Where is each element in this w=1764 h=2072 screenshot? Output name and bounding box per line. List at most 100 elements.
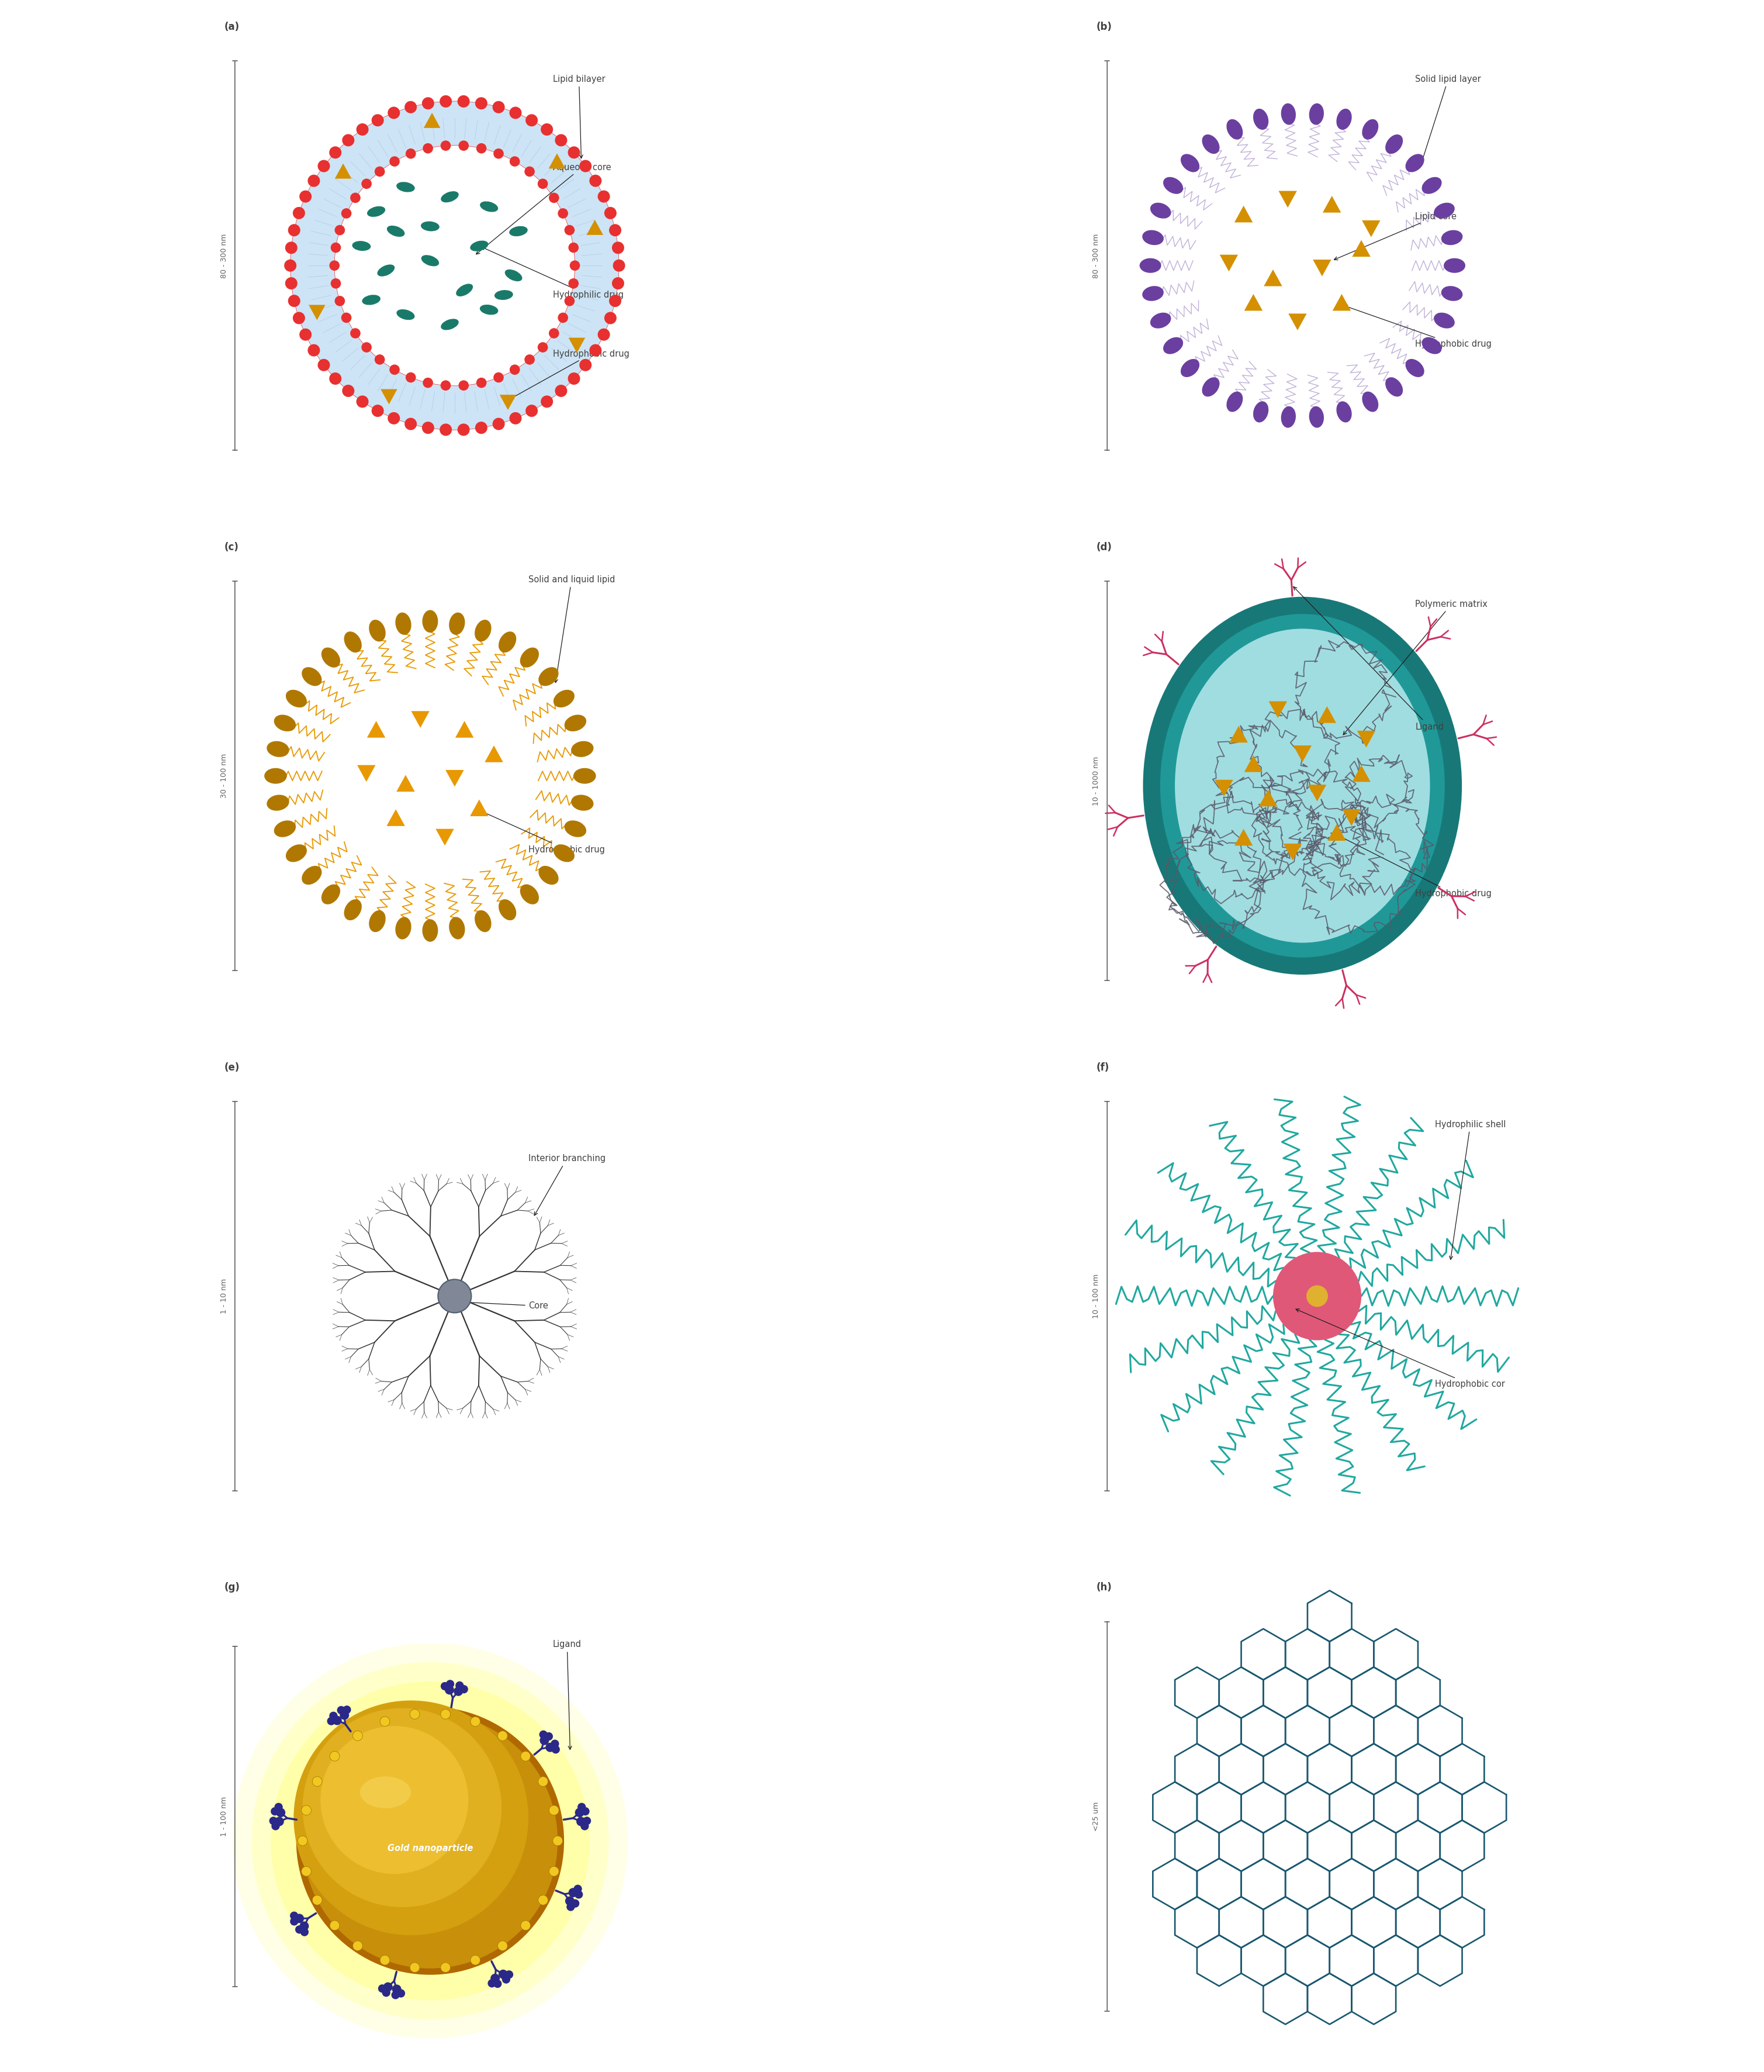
Ellipse shape: [499, 899, 517, 920]
Polygon shape: [1235, 205, 1252, 222]
Ellipse shape: [441, 319, 459, 329]
Ellipse shape: [1281, 406, 1297, 427]
Circle shape: [497, 1730, 508, 1740]
Ellipse shape: [1443, 259, 1466, 274]
Ellipse shape: [1201, 135, 1219, 153]
Circle shape: [289, 1912, 298, 1921]
Ellipse shape: [538, 866, 559, 885]
Circle shape: [589, 344, 602, 356]
Text: Hydrophobic drug: Hydrophobic drug: [510, 350, 630, 400]
Circle shape: [575, 1809, 584, 1817]
Polygon shape: [1219, 255, 1238, 271]
Circle shape: [362, 178, 372, 189]
Polygon shape: [309, 305, 325, 319]
Ellipse shape: [457, 284, 473, 296]
Circle shape: [404, 102, 416, 114]
Circle shape: [390, 155, 400, 166]
Ellipse shape: [1385, 135, 1402, 153]
Ellipse shape: [450, 613, 466, 634]
Circle shape: [288, 224, 300, 236]
Circle shape: [457, 423, 469, 435]
Circle shape: [302, 1805, 310, 1815]
Circle shape: [494, 149, 505, 160]
Circle shape: [293, 313, 305, 323]
Polygon shape: [411, 711, 429, 727]
Circle shape: [372, 114, 385, 126]
Ellipse shape: [1337, 402, 1351, 423]
Text: Lipid bilayer: Lipid bilayer: [552, 75, 605, 157]
Circle shape: [307, 174, 319, 186]
Circle shape: [332, 1716, 342, 1726]
Circle shape: [524, 166, 534, 176]
Circle shape: [564, 296, 575, 307]
Polygon shape: [335, 164, 351, 178]
Ellipse shape: [1226, 120, 1244, 139]
Circle shape: [362, 342, 372, 352]
Text: 10 - 100 nm: 10 - 100 nm: [1092, 1274, 1101, 1318]
Polygon shape: [499, 396, 517, 410]
Circle shape: [302, 1867, 310, 1877]
Circle shape: [510, 365, 520, 375]
Circle shape: [353, 1730, 363, 1740]
Polygon shape: [1357, 731, 1376, 748]
Ellipse shape: [1252, 108, 1268, 131]
Circle shape: [374, 166, 385, 176]
Circle shape: [579, 160, 591, 172]
Polygon shape: [1353, 765, 1371, 781]
Text: Ligand: Ligand: [1293, 586, 1445, 731]
Polygon shape: [485, 746, 503, 762]
Circle shape: [321, 1726, 469, 1873]
Circle shape: [460, 1685, 467, 1693]
Circle shape: [318, 358, 330, 371]
Ellipse shape: [572, 742, 593, 756]
Ellipse shape: [1143, 230, 1164, 244]
Circle shape: [577, 1817, 586, 1825]
Circle shape: [409, 1709, 420, 1720]
Circle shape: [356, 396, 369, 408]
Circle shape: [330, 278, 340, 288]
Circle shape: [335, 145, 575, 385]
Circle shape: [330, 1711, 337, 1720]
Circle shape: [476, 143, 487, 153]
Circle shape: [538, 342, 549, 352]
Text: Solid and liquid lipid: Solid and liquid lipid: [527, 576, 616, 682]
Polygon shape: [356, 765, 376, 781]
Circle shape: [379, 1716, 390, 1726]
Circle shape: [582, 1817, 591, 1825]
Circle shape: [252, 1662, 609, 2020]
Polygon shape: [1284, 843, 1302, 860]
Polygon shape: [436, 829, 453, 845]
Circle shape: [580, 1821, 589, 1830]
Polygon shape: [568, 338, 586, 352]
Ellipse shape: [302, 866, 321, 885]
Ellipse shape: [321, 885, 340, 903]
Circle shape: [570, 261, 580, 271]
Text: (h): (h): [1097, 1583, 1111, 1593]
Ellipse shape: [1441, 286, 1462, 300]
Circle shape: [564, 1896, 575, 1906]
Circle shape: [609, 294, 621, 307]
Circle shape: [374, 354, 385, 365]
Circle shape: [293, 1701, 529, 1935]
Circle shape: [538, 1896, 549, 1904]
Circle shape: [423, 377, 434, 387]
Circle shape: [453, 1687, 462, 1697]
Circle shape: [437, 1278, 471, 1314]
Polygon shape: [1263, 269, 1282, 286]
Circle shape: [340, 207, 351, 218]
Circle shape: [353, 1941, 363, 1950]
Circle shape: [459, 381, 469, 392]
Polygon shape: [1259, 789, 1277, 806]
Circle shape: [392, 1985, 402, 1993]
Circle shape: [286, 242, 298, 255]
Ellipse shape: [1422, 338, 1441, 354]
Ellipse shape: [475, 910, 492, 932]
Circle shape: [540, 1730, 547, 1738]
Circle shape: [494, 373, 505, 383]
Ellipse shape: [1441, 230, 1462, 244]
Circle shape: [312, 1776, 323, 1786]
Ellipse shape: [1150, 203, 1171, 218]
Ellipse shape: [1175, 628, 1431, 943]
Polygon shape: [1342, 810, 1360, 827]
Circle shape: [300, 191, 312, 203]
